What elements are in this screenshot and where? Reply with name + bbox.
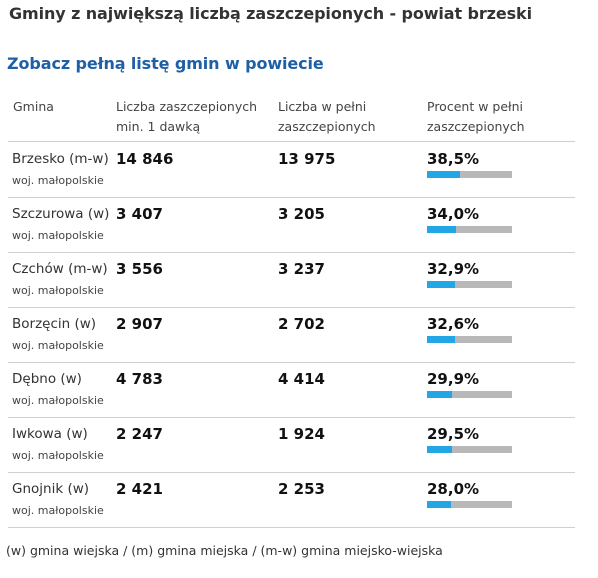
percent-bar bbox=[427, 391, 512, 398]
gmina-voivodeship: woj. małopolskie bbox=[12, 394, 104, 407]
gmina-name: Brzesko (m-w) bbox=[12, 151, 109, 167]
table-row: Szczurowa (w) woj. małopolskie 3 407 3 205 3… bbox=[8, 197, 575, 252]
gmina-voivodeship: woj. małopolskie bbox=[12, 339, 104, 352]
dose1-count: 3 556 bbox=[116, 260, 163, 278]
full-percent: 29,5% bbox=[427, 425, 480, 443]
full-list-link[interactable]: Zobacz pełną listę gmin w powiecie bbox=[7, 54, 324, 73]
gmina-voivodeship: woj. małopolskie bbox=[12, 284, 104, 297]
percent-bar-fill bbox=[427, 501, 451, 508]
gmina-name: Czchów (m-w) bbox=[12, 261, 108, 277]
full-count: 3 237 bbox=[278, 260, 325, 278]
row-divider bbox=[8, 197, 575, 198]
page-title: Gminy z największą liczbą zaszczepionych… bbox=[9, 4, 532, 23]
row-divider bbox=[8, 252, 575, 253]
header-pct: Procent w pełni zaszczepionych bbox=[427, 97, 567, 137]
row-divider bbox=[8, 417, 575, 418]
full-percent: 32,6% bbox=[427, 315, 480, 333]
gmina-name: Dębno (w) bbox=[12, 371, 82, 387]
table-row: Czchów (m-w) woj. małopolskie 3 556 3 237 32… bbox=[8, 252, 575, 307]
row-divider bbox=[8, 527, 575, 528]
gmina-name: Szczurowa (w) bbox=[12, 206, 110, 222]
header-dose1-line1: Liczba zaszczepionych bbox=[116, 99, 258, 114]
full-percent: 29,9% bbox=[427, 370, 480, 388]
header-full-line1: Liczba w pełni bbox=[278, 99, 367, 114]
percent-bar bbox=[427, 226, 512, 233]
gmina-voivodeship: woj. małopolskie bbox=[12, 174, 104, 187]
full-percent: 38,5% bbox=[427, 150, 480, 168]
full-percent: 28,0% bbox=[427, 480, 480, 498]
gmina-voivodeship: woj. małopolskie bbox=[12, 229, 104, 242]
percent-bar-fill bbox=[427, 391, 453, 398]
gmina-voivodeship: woj. małopolskie bbox=[12, 504, 104, 517]
percent-bar bbox=[427, 336, 512, 343]
full-count: 2 702 bbox=[278, 315, 325, 333]
table-row: Brzesko (m-w) woj. małopolskie 14 846 13 97… bbox=[8, 142, 575, 197]
table-row: Gnojnik (w) woj. małopolskie 2 421 2 253 28,… bbox=[8, 472, 575, 527]
percent-bar-fill bbox=[427, 226, 456, 233]
full-percent: 32,9% bbox=[427, 260, 480, 278]
gmina-voivodeship: woj. małopolskie bbox=[12, 449, 104, 462]
header-dose1-line2: min. 1 dawką bbox=[116, 119, 201, 134]
percent-bar-fill bbox=[427, 446, 453, 453]
table-row: Iwkowa (w) woj. małopolskie 2 247 1 924 29,5… bbox=[8, 417, 575, 472]
dose1-count: 2 421 bbox=[116, 480, 163, 498]
legend-footer: (w) gmina wiejska / (m) gmina miejska / … bbox=[6, 543, 443, 558]
percent-bar bbox=[427, 281, 512, 288]
percent-bar-fill bbox=[427, 336, 455, 343]
dose1-count: 4 783 bbox=[116, 370, 163, 388]
table-divider bbox=[8, 141, 575, 142]
percent-bar bbox=[427, 171, 512, 178]
header-full-line2: zaszczepionych bbox=[278, 119, 376, 134]
dose1-count: 2 247 bbox=[116, 425, 163, 443]
full-count: 13 975 bbox=[278, 150, 336, 168]
percent-bar-fill bbox=[427, 171, 460, 178]
percent-bar bbox=[427, 446, 512, 453]
row-divider bbox=[8, 472, 575, 473]
table-row: Dębno (w) woj. małopolskie 4 783 4 414 29,9% bbox=[8, 362, 575, 417]
header-gmina: Gmina bbox=[13, 97, 54, 117]
full-count: 2 253 bbox=[278, 480, 325, 498]
gmina-name: Gnojnik (w) bbox=[12, 481, 90, 497]
dose1-count: 3 407 bbox=[116, 205, 163, 223]
header-gmina-label: Gmina bbox=[13, 99, 54, 114]
dose1-count: 14 846 bbox=[116, 150, 174, 168]
gmina-name: Iwkowa (w) bbox=[12, 426, 88, 442]
gmina-name: Borzęcin (w) bbox=[12, 316, 97, 332]
full-count: 3 205 bbox=[278, 205, 325, 223]
header-dose1: Liczba zaszczepionych min. 1 dawką bbox=[116, 97, 266, 137]
full-percent: 34,0% bbox=[427, 205, 480, 223]
header-pct-line2: zaszczepionych bbox=[427, 119, 525, 134]
header-full: Liczba w pełni zaszczepionych bbox=[278, 97, 418, 137]
full-count: 1 924 bbox=[278, 425, 325, 443]
row-divider bbox=[8, 307, 575, 308]
dose1-count: 2 907 bbox=[116, 315, 163, 333]
header-pct-line1: Procent w pełni bbox=[427, 99, 523, 114]
full-count: 4 414 bbox=[278, 370, 325, 388]
percent-bar-fill bbox=[427, 281, 455, 288]
table-row: Borzęcin (w) woj. małopolskie 2 907 2 702 32… bbox=[8, 307, 575, 362]
percent-bar bbox=[427, 501, 512, 508]
row-divider bbox=[8, 362, 575, 363]
